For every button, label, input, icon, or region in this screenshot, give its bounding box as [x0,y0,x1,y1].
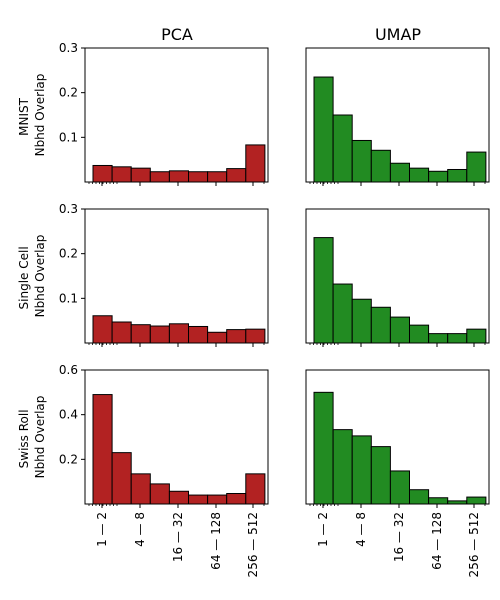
row-label-single-cell: Single Cell Nbhd Overlap [17,235,47,318]
bar [245,328,266,344]
x-tick-label: 16 — 32 [392,512,406,562]
panel-r1-pca: 0.1 0.2 0.3 [59,202,269,347]
x-tick-label: 1 — 2 [316,512,330,547]
plot-frame [84,47,269,183]
row-label-mnist-line1: MNIST [17,97,31,135]
y-tick-label: 0.1 [59,130,78,144]
bar [351,139,372,183]
x-tick-label: 256 — 512 [467,512,481,577]
bar [313,76,334,183]
bar [92,394,113,505]
bar [207,171,228,183]
bar [428,497,449,505]
row-label-swiss-roll-line1: Swiss Roll [17,409,31,468]
column-title-pca: PCA [161,25,193,44]
bar [111,321,132,344]
bar [409,324,430,344]
bar [226,493,247,505]
bar [226,329,247,344]
bar [447,333,468,344]
row-label-mnist: MNIST Nbhd Overlap [17,74,47,157]
bar [149,171,170,183]
row-label-swiss-roll: Swiss Roll Nbhd Overlap [17,396,47,479]
bar [466,496,487,505]
panel-r2-pca: 0.2 0.4 0.6 1 — 2 4 — 8 16 — 32 64 — 128 256 — … [59,363,269,577]
y-tick-label: 0.6 [59,363,78,377]
x-tick-label: 256 — 512 [246,512,260,577]
bar [130,167,151,183]
bar [370,149,391,183]
bar [332,429,353,505]
column-title-umap: UMAP [375,25,421,44]
panel-r0-umap [305,47,490,186]
x-tick-label: 16 — 32 [171,512,185,562]
panel-r0-pca: 0.1 0.2 0.3 [59,41,269,186]
bar [466,151,487,183]
bar [111,166,132,183]
bar [149,483,170,505]
plot-frame [84,369,269,505]
bar [149,325,170,344]
plot-frame [84,208,269,344]
x-tick-label: 64 — 128 [209,512,223,570]
bar [207,331,228,344]
bar [389,316,410,344]
y-tick-label: 0.2 [59,452,78,466]
row-label-mnist-line2: Nbhd Overlap [33,74,47,157]
row-label-swiss-roll-line2: Nbhd Overlap [33,396,47,479]
y-tick-label: 0.3 [59,41,78,55]
bar [428,333,449,344]
bar [466,328,487,344]
bar [168,490,189,505]
bar [188,494,209,505]
bar [130,324,151,344]
bar [370,306,391,344]
plot-frame [305,47,490,183]
bar [111,452,132,505]
bar [313,237,334,344]
bar [370,446,391,505]
bar [332,283,353,344]
panel-r2-umap: 1 — 2 4 — 8 16 — 32 64 — 128 256 — 512 [305,369,490,577]
bar [188,325,209,344]
x-tick-label: 4 — 8 [133,512,147,547]
chart-panels: 0.1 0.2 0.3 0.1 0.2 0.3 0.2 0.4 0.6 1 — 2 4 — 8 16 … [59,41,490,577]
plot-frame [305,369,490,505]
bar [409,167,430,183]
bar [92,164,113,183]
bar [428,170,449,183]
plot-frame [305,208,490,344]
bar [409,489,430,505]
y-tick-label: 0.2 [59,86,78,100]
bar [332,114,353,183]
y-tick-label: 0.4 [59,408,78,422]
bar [447,168,468,183]
y-tick-label: 0.1 [59,291,78,305]
bar [168,323,189,344]
x-tick-label: 4 — 8 [354,512,368,547]
x-tick-label: 1 — 2 [95,512,109,547]
bar [130,473,151,505]
row-label-single-cell-line1: Single Cell [17,246,31,309]
x-tick-label: 64 — 128 [430,512,444,570]
bar [168,170,189,183]
bar [92,315,113,344]
y-tick-label: 0.3 [59,202,78,216]
bar [389,470,410,505]
bar [351,435,372,505]
bar [351,298,372,344]
bar [313,391,334,505]
row-label-single-cell-line2: Nbhd Overlap [33,235,47,318]
y-tick-label: 0.2 [59,247,78,261]
bar [245,144,266,183]
bar [207,494,228,505]
bar [226,168,247,183]
bar [245,473,266,505]
bar [188,171,209,183]
panel-r1-umap [305,208,490,347]
bar [389,162,410,183]
